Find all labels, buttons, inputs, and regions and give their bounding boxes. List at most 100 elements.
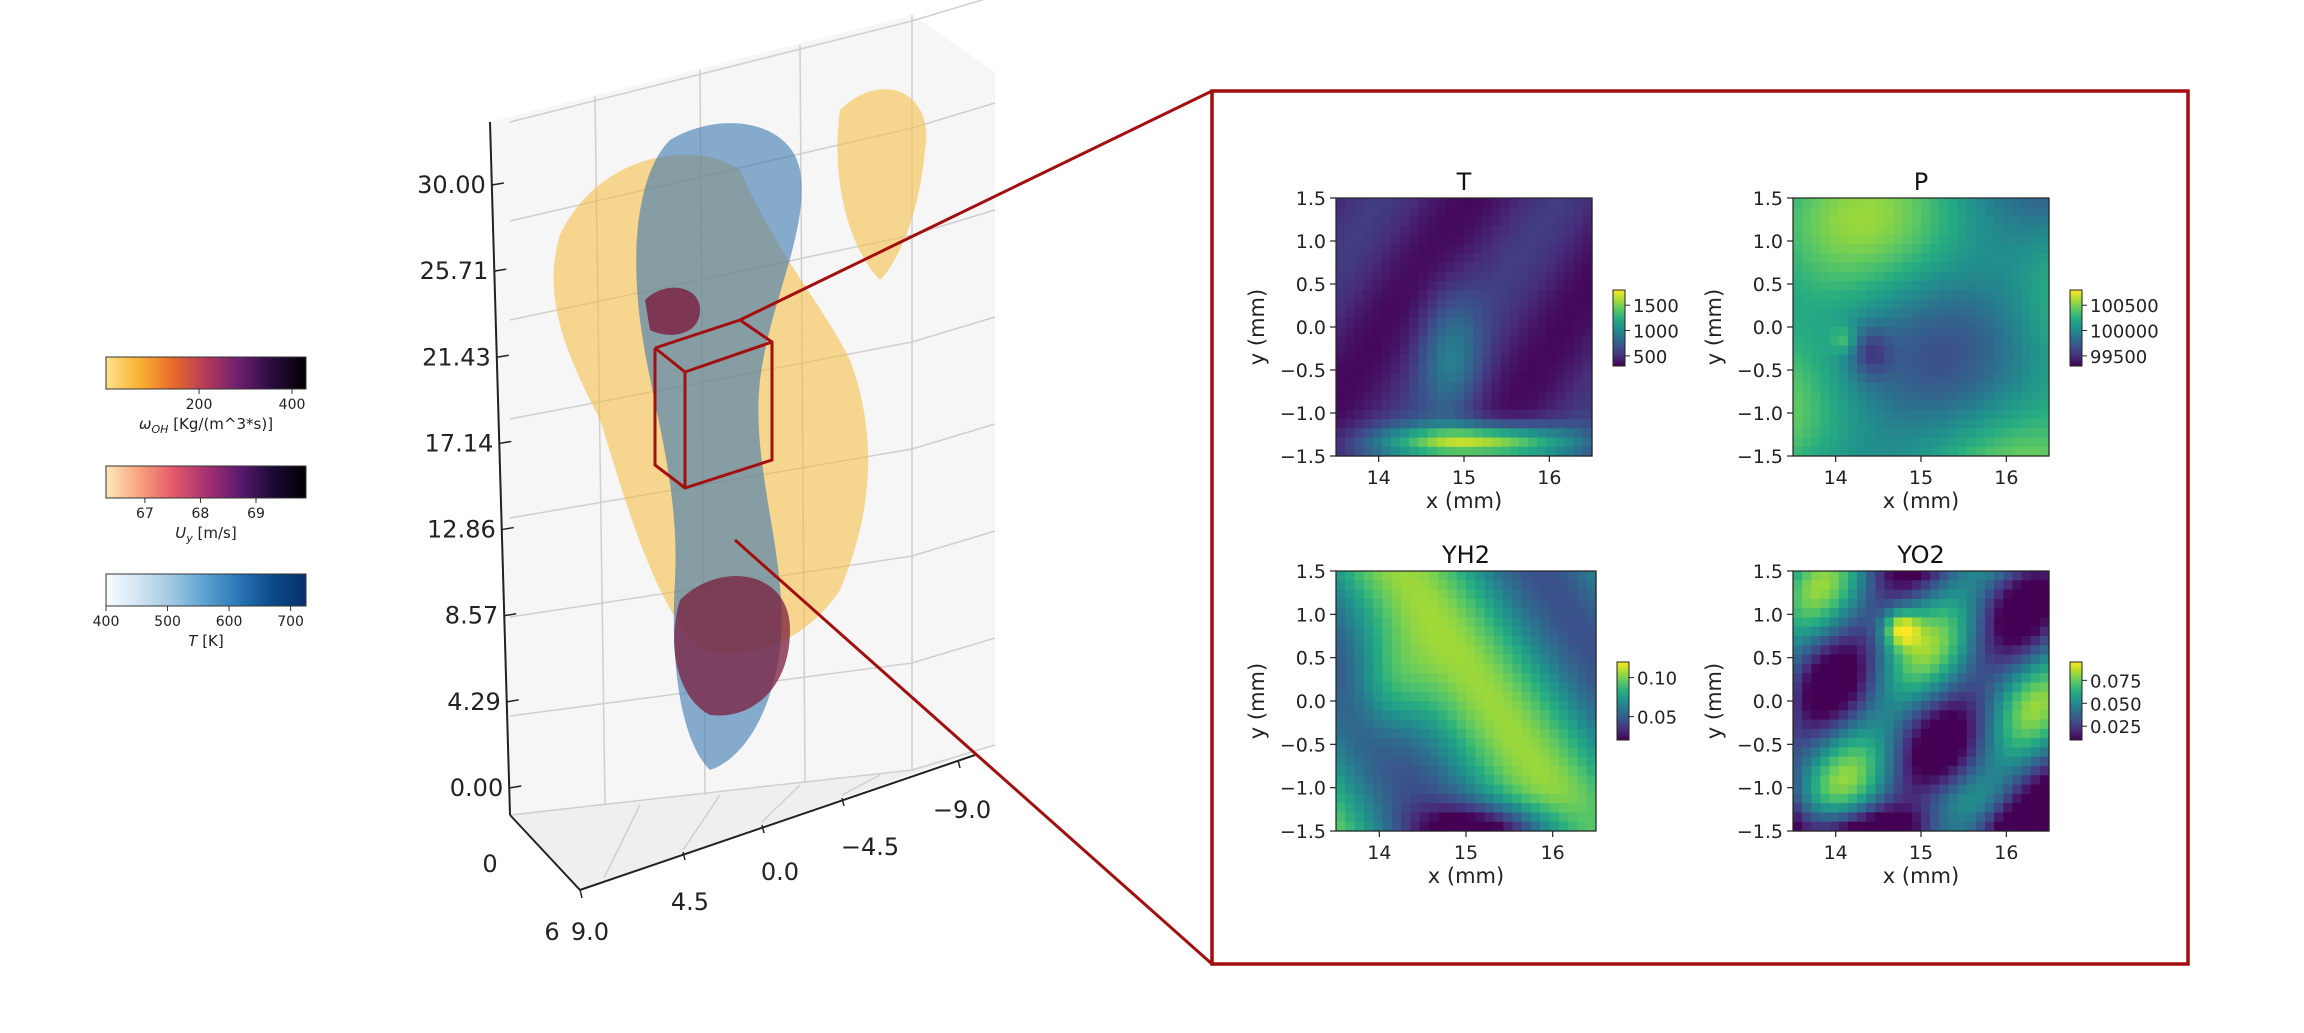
heatmap-cell (2012, 645, 2023, 656)
heatmap-cell (1491, 327, 1502, 337)
heatmap-cell (1811, 775, 1822, 786)
heatmap-cell (1820, 821, 1831, 832)
heatmap-cell (1838, 446, 1849, 457)
heatmap-cell (1957, 198, 1968, 208)
heatmap-cell (1419, 766, 1430, 776)
heatmap-cell (1985, 617, 1995, 628)
heatmap-cell (1345, 691, 1356, 702)
heatmap-cell (1820, 225, 1831, 236)
heatmap-cell (1428, 701, 1439, 711)
heatmap-cell (1372, 290, 1383, 300)
colorbar-tick-label: 0.05 (1637, 708, 1677, 729)
heatmap-cell (1419, 673, 1430, 684)
heatmap-cell (1884, 654, 1895, 665)
heatmap-cell (1500, 382, 1511, 393)
heatmap-cell (1354, 336, 1365, 347)
heatmap-cell (1911, 701, 1922, 711)
heatmap-cell (1445, 336, 1456, 347)
heatmap-cell (1381, 290, 1392, 300)
heatmap-cell (2021, 710, 2032, 721)
heatmap-cell (1939, 663, 1950, 674)
heatmap-cell (2003, 409, 2014, 420)
heatmap-cell (2003, 571, 2014, 581)
heatmap-cell (1975, 589, 1986, 600)
heatmap-cell (1436, 207, 1447, 218)
heatmap-cell (1537, 207, 1547, 218)
heatmap-cell (1811, 728, 1822, 739)
heatmap-cell (1820, 626, 1831, 637)
heatmap-cell (1454, 446, 1465, 457)
heatmap-cell (1537, 216, 1547, 227)
heatmap-cell (1456, 784, 1467, 795)
heatmap-cell (1410, 803, 1421, 814)
heatmap-cell (1811, 216, 1822, 227)
heatmap-cell (1546, 327, 1557, 337)
heatmap-cell (1354, 654, 1365, 665)
heatmap-cell (1811, 437, 1822, 448)
heatmap-cell (1336, 198, 1346, 208)
heatmap-cell (1445, 400, 1456, 411)
heatmap-cell (1400, 216, 1410, 227)
heatmap-cell (1427, 299, 1438, 310)
heatmap-cell (1512, 784, 1523, 795)
heatmap-cell (1363, 728, 1374, 739)
heatmap-cell (1811, 373, 1822, 383)
heatmap-cell (1427, 354, 1438, 365)
heatmap-cell (1811, 738, 1822, 749)
heatmap-cell (1966, 216, 1977, 227)
heatmap-cell (1911, 354, 1922, 365)
heatmap-cell (2021, 216, 2032, 227)
heatmap-cell (1994, 710, 2004, 721)
heatmap-cell (1948, 636, 1959, 646)
heatmap-cell (1847, 244, 1858, 254)
heatmap-cell (1939, 766, 1950, 776)
heatmap-cell (1838, 766, 1849, 776)
heatmap-cell (1793, 409, 1803, 420)
heatmap-cell (1484, 608, 1495, 619)
heatmap-cell (1573, 373, 1584, 383)
heatmap-cell (1381, 216, 1392, 227)
heatmap-cell (1866, 636, 1876, 646)
heatmap-cell (1564, 271, 1575, 282)
heatmap-cell (1363, 446, 1374, 457)
heatmap-cell (1847, 626, 1858, 637)
heatmap-cell (1921, 738, 1931, 749)
heatmap-cell (1829, 345, 1840, 356)
heatmap-cell (1503, 710, 1514, 721)
heatmap-cell (2039, 262, 2050, 273)
heatmap-cell (1875, 317, 1886, 328)
heatmap-cell (2039, 756, 2050, 767)
heatmap-cell (1345, 738, 1356, 749)
heatmap-cell (1410, 710, 1421, 721)
heatmap-cell (1884, 280, 1895, 291)
heatmap-cell (1418, 198, 1429, 208)
heatmap-cell (1930, 598, 1940, 609)
heatmap-cell (1482, 225, 1493, 236)
heatmap-cell (1400, 234, 1410, 245)
heatmap-cell (1447, 617, 1458, 628)
heatmap-cell (1829, 299, 1840, 310)
heatmap-cell (1400, 198, 1410, 208)
heatmap-cell (1930, 580, 1940, 591)
heatmap-cell (1475, 719, 1486, 730)
heatmap-cell (1893, 354, 1904, 365)
heatmap-cell (1975, 437, 1986, 448)
heatmap-cell (1484, 617, 1495, 628)
heatmap-cell (1847, 589, 1858, 600)
heatmap-cell (1428, 663, 1439, 674)
heatmap-cell (1966, 446, 1977, 457)
heatmap-cell (1793, 719, 1803, 730)
heatmap-cell (1381, 327, 1392, 337)
x-tick-label: 14 (1367, 842, 1391, 864)
heatmap-cell (1582, 409, 1593, 420)
heatmap-cell (1811, 747, 1822, 758)
y-tick-label: 0.5 (1296, 648, 1326, 670)
heatmap-cell (1345, 216, 1355, 227)
heatmap-cell (1521, 821, 1532, 832)
heatmap-cell (1893, 216, 1904, 227)
heatmap-cell (1985, 747, 1995, 758)
heatmap-cell (1564, 446, 1575, 457)
heatmap-cell (1436, 225, 1447, 236)
heatmap-cell (2003, 728, 2014, 739)
heatmap-cell (1475, 673, 1486, 684)
